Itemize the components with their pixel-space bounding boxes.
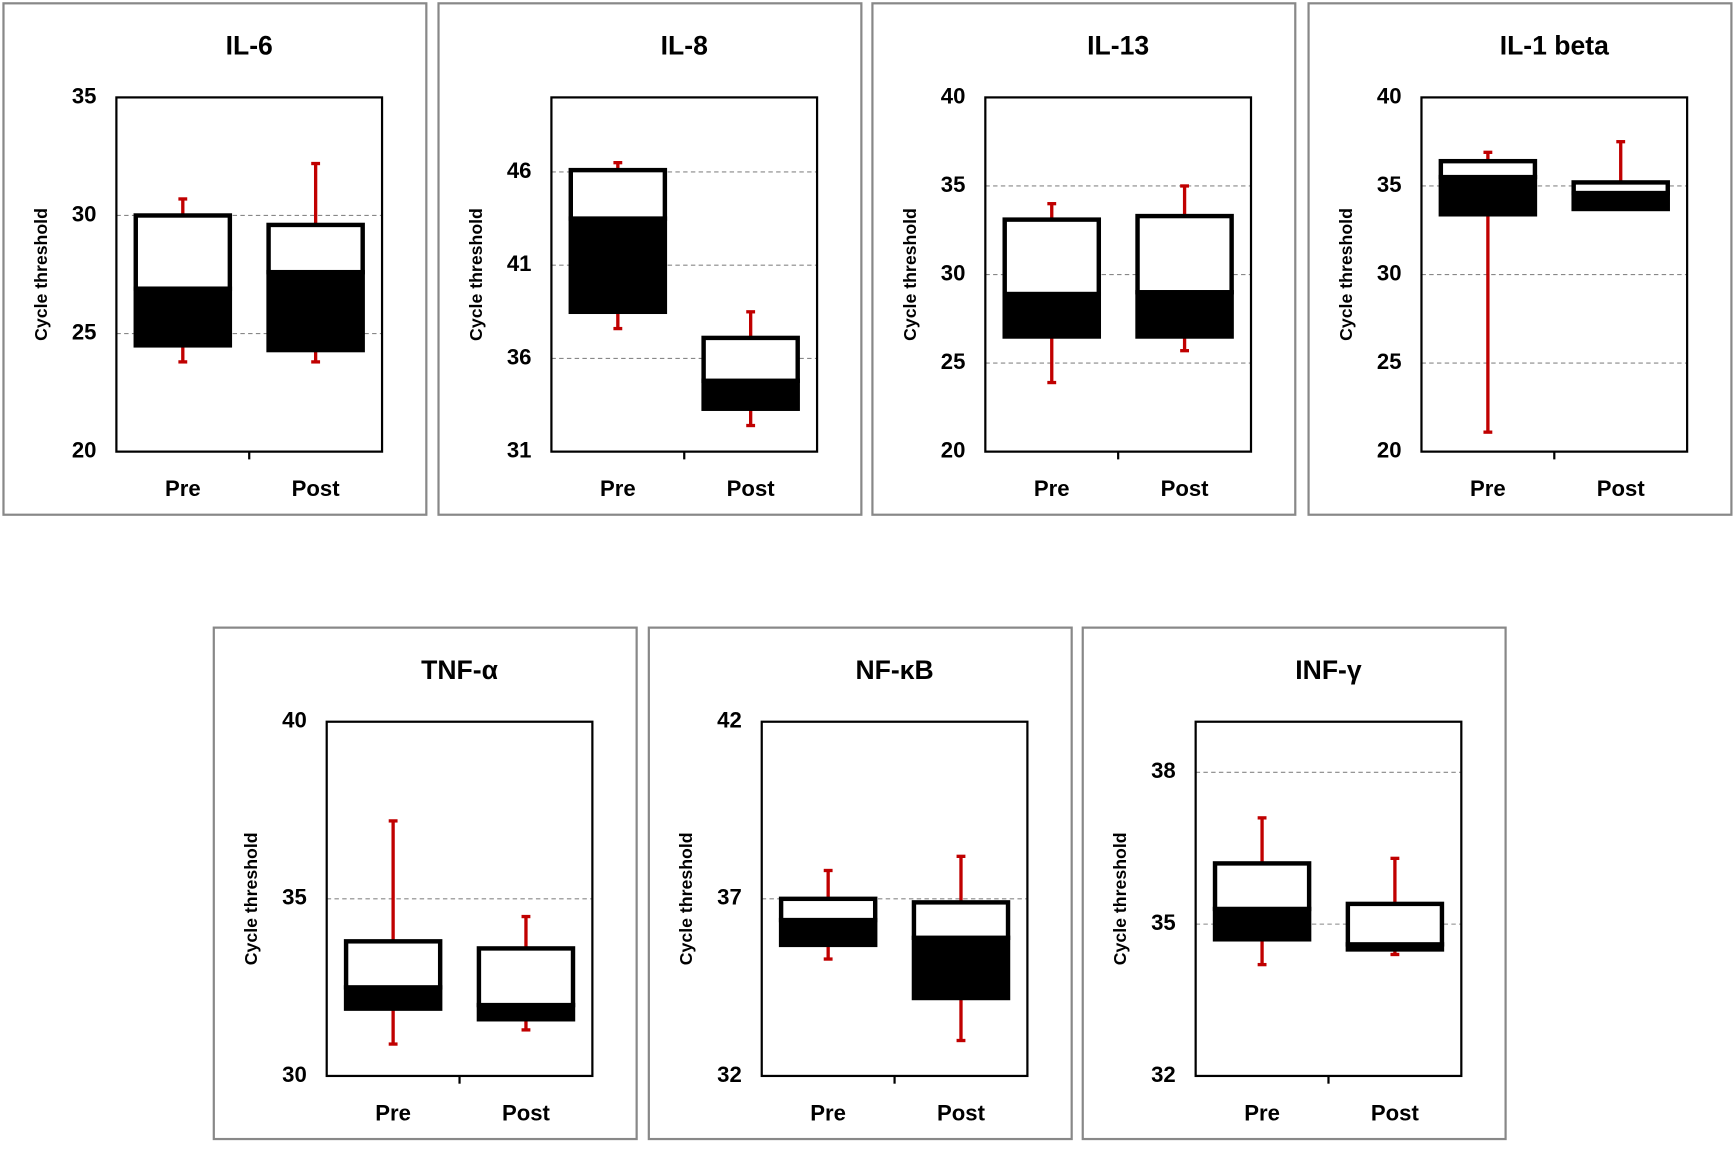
x-tick-label: Pre <box>810 1101 846 1126</box>
y-tick-label: 35 <box>1377 172 1402 197</box>
y-axis-label: Cycle threshold <box>900 208 920 341</box>
panel-border <box>871 2 1297 516</box>
y-tick-label: 25 <box>941 349 966 374</box>
y-tick-label: 20 <box>941 437 966 462</box>
box-upper <box>1345 901 1445 947</box>
y-tick-label: 20 <box>1377 437 1402 462</box>
y-axis-label: Cycle threshold <box>676 832 696 965</box>
x-tick-label: Post <box>1597 476 1646 501</box>
plot-frame <box>760 720 1029 1078</box>
y-tick-label: 30 <box>282 1062 307 1087</box>
box-upper <box>1571 180 1670 196</box>
y-tick-label: 35 <box>282 885 307 910</box>
x-tick-label: Pre <box>1034 476 1070 501</box>
panel-border <box>647 626 1073 1141</box>
box-lower <box>1212 906 1312 942</box>
chart-title: IL-13 <box>1087 31 1149 61</box>
chart-title: NF-κB <box>855 655 933 685</box>
box-upper <box>911 900 1011 941</box>
y-tick-label: 32 <box>717 1062 742 1087</box>
box-upper <box>1212 861 1312 912</box>
x-tick-label: Post <box>1161 476 1210 501</box>
y-tick-label: 41 <box>507 251 532 276</box>
y-tick-label: 25 <box>72 319 97 344</box>
box-upper <box>701 335 800 383</box>
box-upper <box>266 222 365 275</box>
y-tick-label: 35 <box>1151 910 1176 935</box>
box-lower <box>568 216 668 315</box>
x-tick-label: Pre <box>1244 1101 1280 1126</box>
y-tick-label: 31 <box>507 437 532 462</box>
x-tick-label: Post <box>1371 1101 1420 1126</box>
chart-title: IL-6 <box>226 31 273 61</box>
x-tick-label: Post <box>502 1101 551 1126</box>
chart-panel: IL-1 beta Cycle threshold 20 25 30 35 40 Pre Pos… <box>1307 2 1733 516</box>
chart-panel: IL-13 Cycle threshold 20 25 30 35 40 Pre Post <box>871 2 1297 516</box>
chart-panel: INF-γ Cycle threshold 32 35 38 Pre Post <box>1081 626 1507 1141</box>
y-tick-label: 42 <box>717 708 742 733</box>
y-tick-label: 25 <box>1377 349 1402 374</box>
y-tick-label: 20 <box>72 437 97 462</box>
x-tick-label: Pre <box>600 476 636 501</box>
box-lower <box>1002 291 1102 339</box>
box-lower <box>1438 174 1538 217</box>
panel-border <box>212 626 638 1141</box>
y-tick-label: 30 <box>941 260 966 285</box>
box-upper <box>476 946 576 1008</box>
x-tick-label: Pre <box>375 1101 411 1126</box>
y-tick-label: 35 <box>72 83 97 108</box>
y-axis-label: Cycle threshold <box>466 208 486 341</box>
box-lower <box>911 935 1011 1001</box>
box-lower <box>266 269 365 353</box>
panel-border <box>437 2 863 516</box>
chart-title: TNF-α <box>421 655 498 685</box>
x-tick-label: Post <box>292 476 341 501</box>
box-upper <box>568 167 668 221</box>
box-upper <box>133 213 233 291</box>
panel-border <box>1081 626 1507 1141</box>
box-lower <box>133 286 233 348</box>
y-tick-label: 36 <box>507 344 532 369</box>
chart-title: INF-γ <box>1295 655 1362 685</box>
y-tick-label: 46 <box>507 158 532 183</box>
y-tick-label: 40 <box>941 83 966 108</box>
panel-border <box>1307 2 1733 516</box>
plot-frame <box>325 720 594 1078</box>
chart-title: IL-1 beta <box>1500 31 1609 61</box>
x-tick-label: Pre <box>1470 476 1506 501</box>
box-lower <box>778 917 878 948</box>
y-tick-label: 32 <box>1151 1062 1176 1087</box>
y-tick-label: 30 <box>72 201 97 226</box>
box-lower <box>701 378 800 411</box>
y-tick-label: 40 <box>282 708 307 733</box>
x-tick-label: Post <box>937 1101 986 1126</box>
y-tick-label: 30 <box>1377 260 1402 285</box>
chart-panel: TNF-α Cycle threshold 30 35 40 Pre Post <box>212 626 638 1141</box>
plot-frame <box>1194 720 1463 1078</box>
y-tick-label: 38 <box>1151 758 1176 783</box>
y-axis-label: Cycle threshold <box>1110 832 1130 965</box>
y-tick-label: 35 <box>941 172 966 197</box>
chart-panel: NF-κB Cycle threshold 32 37 42 Pre Post <box>647 626 1073 1141</box>
chart-title: IL-8 <box>661 31 708 61</box>
x-tick-label: Post <box>727 476 776 501</box>
box-upper <box>343 939 443 990</box>
y-axis-label: Cycle threshold <box>1336 208 1356 341</box>
panel-border <box>2 2 428 516</box>
chart-panel: IL-8 Cycle threshold 31 36 41 46 Pre Post <box>437 2 863 516</box>
y-tick-label: 40 <box>1377 83 1402 108</box>
box-upper <box>778 896 878 923</box>
box-lower <box>1135 290 1234 339</box>
box-upper <box>1002 217 1102 297</box>
chart-panel: IL-6 Cycle threshold 20 25 30 35 Pre Post <box>2 2 428 516</box>
box-lower <box>343 985 443 1011</box>
box-upper <box>1438 158 1538 180</box>
x-tick-label: Pre <box>165 476 201 501</box>
box-lower <box>1571 190 1670 212</box>
y-axis-label: Cycle threshold <box>241 832 261 965</box>
y-axis-label: Cycle threshold <box>31 208 51 341</box>
y-tick-label: 37 <box>717 885 742 910</box>
box-upper <box>1135 213 1234 295</box>
